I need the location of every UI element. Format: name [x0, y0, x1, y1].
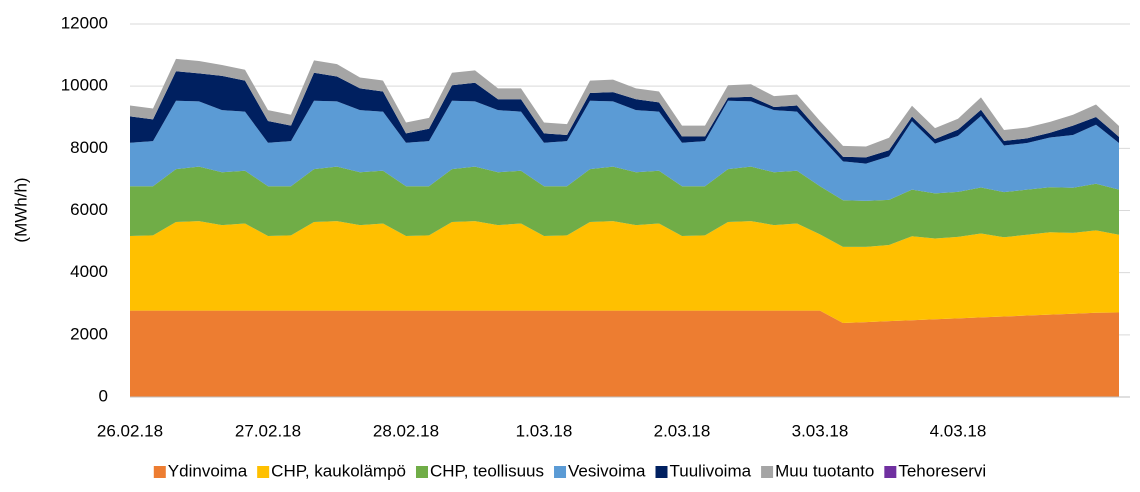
legend-swatch — [415, 466, 428, 478]
legend-swatch — [554, 466, 567, 478]
area — [130, 166, 1119, 247]
area — [130, 71, 1119, 164]
legend-item: CHP, teollisuus — [415, 461, 544, 480]
legend-label: Ydinvoima — [168, 461, 248, 480]
legend-swatch — [884, 466, 897, 478]
x-tick-label: 28.02.18 — [373, 421, 439, 440]
y-tick-label: 6000 — [70, 200, 108, 219]
y-tick-label: 12000 — [61, 13, 108, 32]
area — [130, 58, 1119, 158]
legend-label: Muu tuotanto — [775, 461, 874, 480]
area — [130, 100, 1119, 201]
legend-swatch — [153, 466, 166, 478]
legend-label: Vesivoima — [568, 461, 646, 480]
x-tick-label: 2.03.18 — [654, 421, 711, 440]
legend-label: CHP, teollisuus — [430, 461, 544, 480]
legend-label: CHP, kaukolämpö — [271, 461, 406, 480]
x-tick-label: 27.02.18 — [235, 421, 301, 440]
y-tick-label: 8000 — [70, 138, 108, 157]
legend-item: CHP, kaukolämpö — [257, 461, 406, 480]
y-axis-label: (MWh/h) — [11, 177, 30, 242]
y-tick-label: 2000 — [70, 324, 108, 343]
legend-item: Muu tuotanto — [761, 461, 874, 480]
legend-item: Ydinvoima — [153, 461, 248, 480]
x-tick-label: 1.03.18 — [516, 421, 573, 440]
y-tick-label: 0 — [99, 386, 108, 405]
y-tick-label: 4000 — [70, 262, 108, 281]
legend-label: Tuulivoima — [670, 461, 752, 480]
area — [130, 221, 1119, 324]
x-tick-label: 3.03.18 — [792, 421, 849, 440]
x-tick-label: 4.03.18 — [930, 421, 987, 440]
area — [130, 310, 1119, 397]
y-tick-label: 10000 — [61, 76, 108, 95]
legend-swatch — [761, 466, 774, 478]
legend-swatch — [257, 466, 270, 478]
legend-swatch — [655, 466, 668, 478]
legend-item: Vesivoima — [554, 461, 646, 480]
legend-item: Tuulivoima — [655, 461, 752, 480]
legend-label: Tehoreservi — [898, 461, 986, 480]
x-tick-label: 26.02.18 — [97, 421, 163, 440]
legend-item: Tehoreservi — [884, 461, 986, 480]
